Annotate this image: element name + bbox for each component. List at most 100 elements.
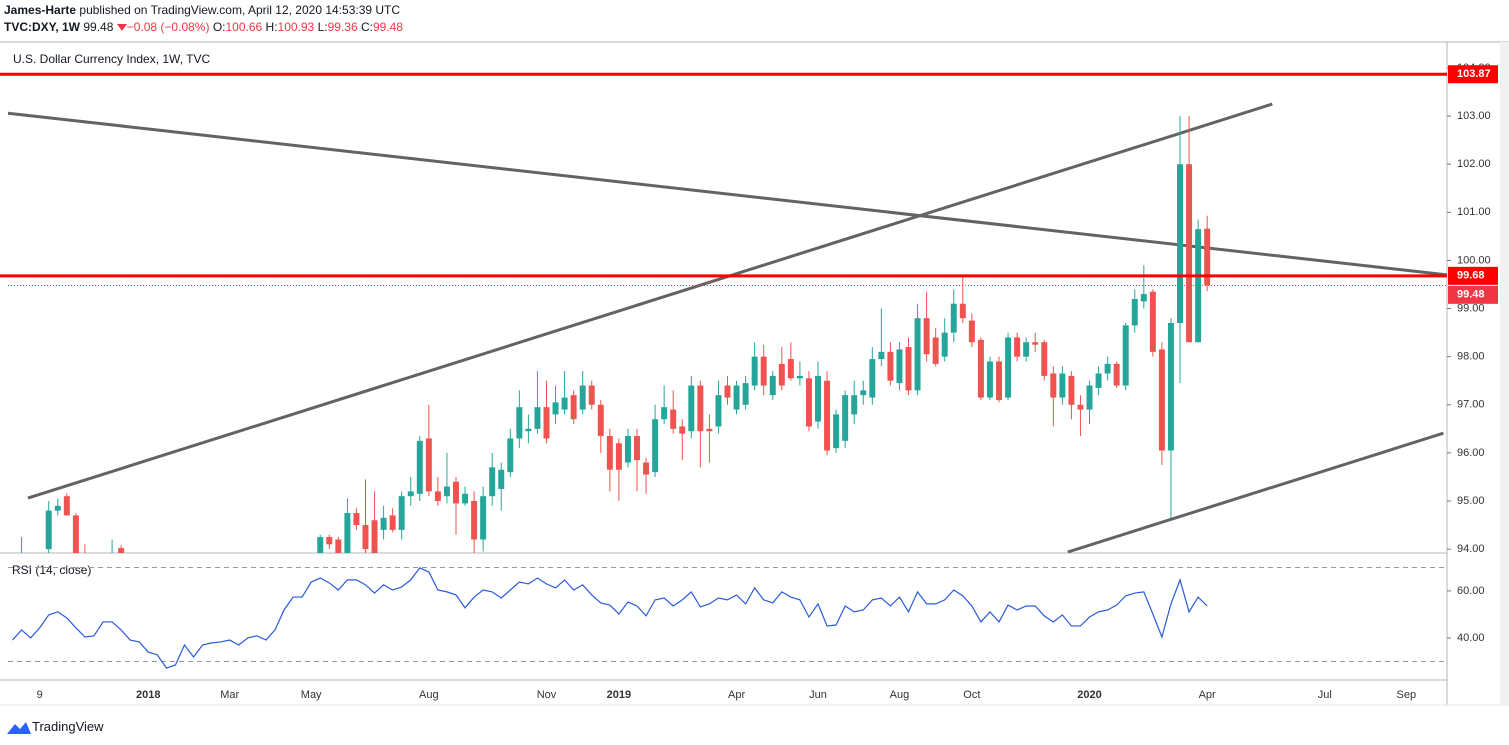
x-tick-label: Aug — [419, 689, 439, 701]
candle-body — [842, 395, 849, 441]
trend-line — [27, 102, 1273, 500]
candle-body — [661, 407, 668, 420]
published: published on TradingView.com, April 12, … — [79, 3, 401, 17]
candle-body — [1131, 298, 1138, 326]
candle-body — [425, 438, 432, 492]
candle-body — [525, 428, 532, 432]
candle-body — [887, 351, 894, 381]
candle-body — [398, 496, 405, 530]
candle-body — [851, 395, 858, 415]
quote-line: TVC:DXY, 1W 99.48 −0.08 (−0.08%) O:100.6… — [4, 20, 403, 34]
candle-body — [1167, 322, 1174, 451]
candle-body — [45, 510, 52, 550]
ohlc-label: L: — [317, 20, 328, 34]
x-tick-label: Apr — [1199, 689, 1216, 701]
candle-body — [1032, 342, 1039, 345]
scrollbar[interactable] — [1500, 42, 1509, 705]
candle-body — [1059, 373, 1066, 398]
candle-body — [968, 320, 975, 343]
x-tick-label: 2019 — [607, 689, 631, 701]
candle-body — [1086, 385, 1093, 410]
rsi-y-tick-label: 60.00 — [1457, 585, 1485, 597]
close-value: 99.48 — [372, 20, 403, 34]
candle-body — [54, 505, 61, 511]
high-value: 100.93 — [277, 20, 315, 34]
candle-body — [1186, 164, 1193, 343]
level-tag-label: 103.87 — [1457, 68, 1491, 80]
y-tick-label: 100.00 — [1457, 254, 1491, 266]
candle-body — [787, 359, 794, 379]
x-tick-label: 2018 — [136, 689, 160, 701]
candle-body — [996, 361, 1002, 400]
candle-body — [588, 385, 595, 405]
candle-body — [697, 385, 704, 432]
candle-body — [760, 356, 767, 386]
candle-body — [724, 385, 731, 398]
pane-legend: U.S. Dollar Currency Index, 1W, TVC — [13, 52, 211, 66]
candle-body — [932, 337, 939, 364]
candle-body — [715, 395, 722, 427]
publish-line: James-Harte published on TradingView.com… — [4, 3, 400, 17]
candle-body — [480, 496, 487, 540]
rsi-pane — [8, 566, 1447, 669]
candle-body — [462, 493, 469, 504]
y-tick-label: 98.00 — [1457, 351, 1485, 363]
candle-body — [543, 407, 550, 439]
y-tick-label: 102.00 — [1457, 158, 1491, 170]
candle-body — [769, 375, 776, 396]
level-tag — [1448, 65, 1498, 84]
x-tick-label: Aug — [890, 689, 910, 701]
candle-body — [507, 438, 514, 473]
trend-line — [1067, 431, 1444, 553]
candle-body — [824, 380, 831, 451]
rsi-line — [12, 567, 1208, 669]
candle-body — [860, 390, 867, 396]
brand-logo — [7, 722, 31, 734]
brand-name: TradingView — [32, 719, 104, 734]
candle-body — [335, 539, 342, 553]
candle-body — [751, 356, 758, 386]
candle-body — [742, 383, 749, 405]
logo-icon — [7, 722, 31, 734]
candle-body — [652, 419, 659, 473]
candle-body — [416, 440, 423, 494]
candle-body — [552, 402, 559, 415]
x-tick-label: Sep — [1396, 689, 1416, 701]
x-tick-label: Jul — [1318, 689, 1332, 701]
candle-body — [1077, 404, 1084, 410]
candle-body — [1204, 228, 1211, 286]
candle-body — [986, 361, 993, 398]
candle-body — [498, 469, 505, 489]
candle-body — [670, 409, 677, 429]
candle-body — [1158, 349, 1165, 451]
open-value: 100.66 — [225, 20, 263, 34]
candle-body — [1122, 325, 1129, 386]
last-price-tag-label: 99.48 — [1457, 289, 1485, 301]
candle-body — [362, 525, 369, 550]
candle-body — [1140, 294, 1147, 302]
candle-body — [317, 537, 324, 553]
candle-body — [389, 515, 396, 530]
candle-body — [615, 443, 622, 470]
price-pane — [8, 102, 1447, 553]
candle-body — [634, 436, 640, 461]
level-tag-label: 99.68 — [1457, 270, 1485, 282]
candle-body — [624, 436, 631, 463]
candle-body — [1095, 373, 1102, 388]
candle-body — [579, 385, 586, 410]
candle-body — [833, 414, 840, 449]
candle-body — [1014, 337, 1021, 357]
change: −0.08 (−0.08%) — [126, 20, 210, 34]
candle-body — [643, 462, 650, 475]
down-arrow — [116, 24, 127, 32]
ohlc-label: O: — [212, 20, 226, 34]
y-tick-label: 99.00 — [1457, 302, 1485, 314]
y-tick-label: 95.00 — [1457, 495, 1485, 507]
candle-body — [606, 436, 613, 470]
candle-body — [344, 513, 351, 553]
candle-body — [896, 349, 903, 384]
candle-body — [878, 351, 885, 360]
y-tick-label: 97.00 — [1457, 399, 1485, 411]
